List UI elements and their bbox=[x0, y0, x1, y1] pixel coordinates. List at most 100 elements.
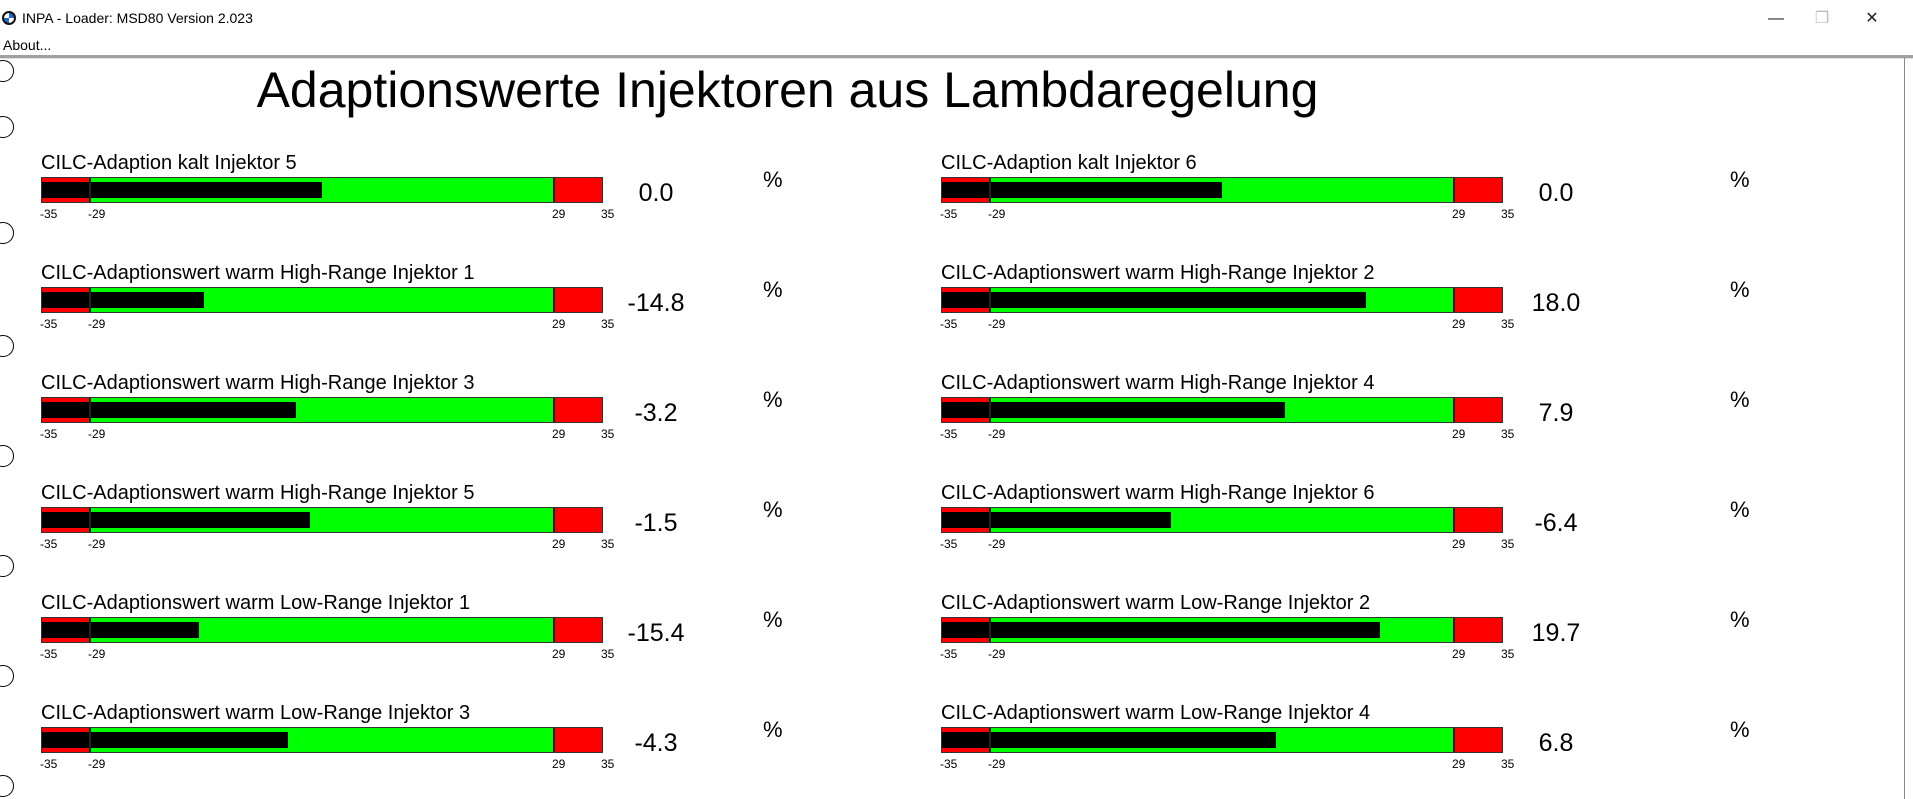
zone-divider bbox=[553, 618, 555, 642]
meter-label: CILC-Adaption kalt Injektor 5 bbox=[41, 152, 297, 174]
tick-label: -35 bbox=[40, 757, 58, 771]
meter-value: -15.4 bbox=[627, 619, 685, 647]
meter-bar bbox=[941, 177, 1503, 203]
meter-fill bbox=[42, 622, 199, 638]
tick-label: -29 bbox=[988, 317, 1006, 331]
zone-divider bbox=[1453, 178, 1455, 202]
meter-fill bbox=[942, 182, 1222, 198]
high-limit-zone bbox=[1454, 178, 1502, 202]
meter-label: CILC-Adaption kalt Injektor 6 bbox=[941, 152, 1197, 174]
meter-unit: % bbox=[1730, 387, 1750, 412]
zone-divider bbox=[989, 288, 991, 312]
meter-value: -14.8 bbox=[627, 289, 685, 317]
zone-divider bbox=[553, 288, 555, 312]
tick-label: 29 bbox=[552, 647, 566, 661]
tick-label: -35 bbox=[940, 317, 958, 331]
tick-label: -29 bbox=[88, 207, 106, 221]
option-radio-button[interactable] bbox=[0, 222, 14, 244]
option-radio-button[interactable] bbox=[0, 555, 14, 577]
restore-button[interactable]: ❐ bbox=[1814, 10, 1830, 27]
zone-divider bbox=[989, 178, 991, 202]
high-limit-zone bbox=[1454, 288, 1502, 312]
tick-label: 29 bbox=[552, 427, 566, 441]
meter-label: CILC-Adaptionswert warm Low-Range Injekt… bbox=[941, 702, 1371, 724]
high-limit-zone bbox=[554, 508, 602, 532]
tick-label: 35 bbox=[1501, 427, 1515, 441]
tick-label: -35 bbox=[940, 427, 958, 441]
zone-divider bbox=[553, 398, 555, 422]
meter-value: 19.7 bbox=[1531, 619, 1581, 647]
tick-label: 29 bbox=[1452, 757, 1466, 771]
high-limit-zone bbox=[554, 398, 602, 422]
meter-value: -4.3 bbox=[634, 729, 678, 757]
tick-label: -29 bbox=[988, 207, 1006, 221]
meter-value: -6.4 bbox=[1534, 509, 1578, 537]
zone-divider bbox=[1453, 728, 1455, 752]
meter-unit: % bbox=[1730, 167, 1750, 192]
option-radio-button[interactable] bbox=[0, 775, 14, 797]
meter-bar bbox=[941, 727, 1503, 753]
meter-fill bbox=[942, 622, 1380, 638]
tick-label: -29 bbox=[88, 317, 106, 331]
meter-label: CILC-Adaptionswert warm Low-Range Injekt… bbox=[41, 592, 471, 614]
zone-divider bbox=[989, 398, 991, 422]
zone-divider bbox=[989, 728, 991, 752]
meter-unit: % bbox=[763, 387, 783, 412]
tick-label: -35 bbox=[40, 647, 58, 661]
meter-value: 6.8 bbox=[1538, 729, 1574, 757]
tick-label: 29 bbox=[552, 317, 566, 331]
title-bar: INPA - Loader: MSD80 Version 2.023 — ❐ ✕ bbox=[0, 0, 1913, 30]
high-limit-zone bbox=[554, 618, 602, 642]
meter-unit: % bbox=[763, 607, 783, 632]
tick-label: 29 bbox=[1452, 317, 1466, 331]
zone-divider bbox=[1453, 618, 1455, 642]
meter-unit: % bbox=[763, 717, 783, 742]
menu-about[interactable]: About... bbox=[3, 37, 52, 53]
high-limit-zone bbox=[554, 178, 602, 202]
meter-bar bbox=[41, 397, 603, 423]
meter-label: CILC-Adaptionswert warm High-Range Injek… bbox=[941, 372, 1375, 394]
tick-label: 29 bbox=[552, 537, 566, 551]
meter-label: CILC-Adaptionswert warm High-Range Injek… bbox=[41, 482, 475, 504]
tick-label: -35 bbox=[940, 757, 958, 771]
zone-divider bbox=[89, 178, 91, 202]
meter-bar bbox=[941, 507, 1503, 533]
zone-divider bbox=[553, 728, 555, 752]
meter-bar bbox=[41, 507, 603, 533]
zone-divider bbox=[89, 508, 91, 532]
tick-label: -35 bbox=[940, 647, 958, 661]
tick-label: 29 bbox=[1452, 207, 1466, 221]
zone-divider bbox=[89, 288, 91, 312]
tick-label: 35 bbox=[601, 427, 615, 441]
tick-label: 35 bbox=[1501, 537, 1515, 551]
meter-label: CILC-Adaptionswert warm High-Range Injek… bbox=[41, 262, 475, 284]
meter-label: CILC-Adaptionswert warm Low-Range Injekt… bbox=[41, 702, 471, 724]
option-radio-button[interactable] bbox=[0, 665, 14, 687]
option-radio-button[interactable] bbox=[0, 445, 14, 467]
zone-divider bbox=[1453, 398, 1455, 422]
meter-label: CILC-Adaptionswert warm High-Range Injek… bbox=[41, 372, 475, 394]
meter-unit: % bbox=[1730, 607, 1750, 632]
meter-fill bbox=[42, 402, 297, 418]
tick-label: -29 bbox=[88, 647, 106, 661]
meter-value: 18.0 bbox=[1531, 289, 1581, 317]
minimize-button[interactable]: — bbox=[1768, 10, 1784, 27]
high-limit-zone bbox=[554, 288, 602, 312]
tick-label: -35 bbox=[40, 317, 58, 331]
tick-label: -35 bbox=[40, 207, 58, 221]
zone-divider bbox=[1453, 288, 1455, 312]
menu-bar: About... bbox=[0, 33, 1913, 55]
close-button[interactable]: ✕ bbox=[1865, 10, 1879, 27]
zone-divider bbox=[89, 728, 91, 752]
meter-bar bbox=[41, 287, 603, 313]
meter-fill bbox=[42, 512, 310, 528]
option-radio-button[interactable] bbox=[0, 335, 14, 357]
meter-value: 0.0 bbox=[638, 179, 674, 207]
meter-unit: % bbox=[763, 167, 783, 192]
tick-label: 35 bbox=[601, 537, 615, 551]
meter-unit: % bbox=[1730, 717, 1750, 742]
zone-divider bbox=[553, 178, 555, 202]
tick-label: 29 bbox=[1452, 647, 1466, 661]
meter-unit: % bbox=[763, 277, 783, 302]
high-limit-zone bbox=[1454, 728, 1502, 752]
